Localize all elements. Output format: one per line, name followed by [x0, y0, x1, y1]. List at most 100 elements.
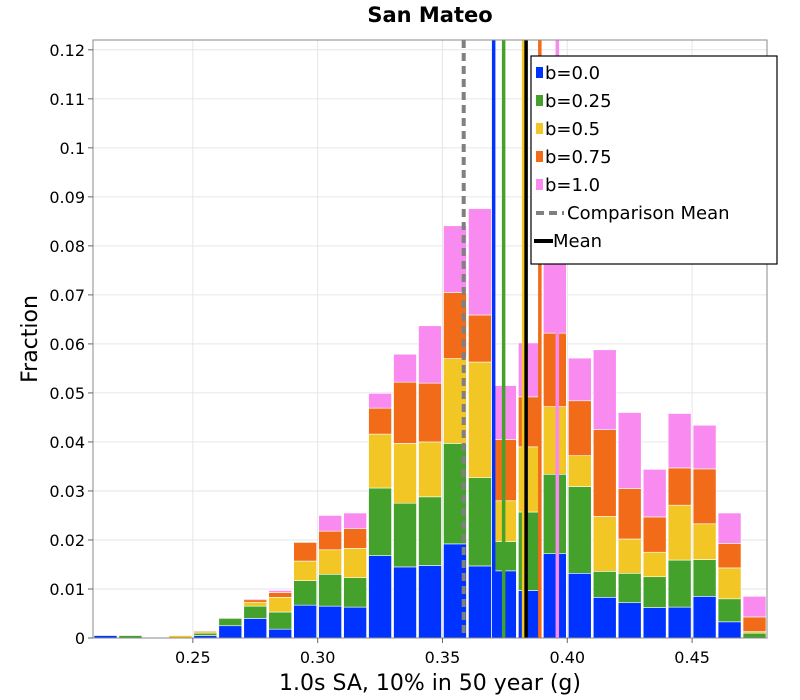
legend-box [530, 55, 778, 265]
bar-b-0-25 [268, 611, 293, 630]
bar-b-0-0 [268, 628, 293, 639]
bar-b-0-5 [268, 597, 293, 613]
bar-b-0-75 [193, 630, 218, 632]
bar-b-1-0 [468, 208, 492, 316]
legend-label-b-0-75: b=0.75 [545, 147, 612, 168]
bar-b-1-0 [518, 342, 542, 398]
bar-b-0-25 [692, 559, 717, 597]
bar-b-0-25 [318, 573, 342, 607]
x-tick-label: 0.25 [175, 648, 211, 667]
bar-b-0-5 [617, 538, 642, 574]
y-tick-label: 0.02 [49, 531, 85, 550]
x-axis-ticks: 0.25 0.30 0.35 0.40 0.45 [175, 638, 710, 667]
bar-b-0-75 [268, 592, 293, 598]
y-tick-label: 0 [75, 629, 85, 648]
bar-b-0-75 [518, 396, 542, 448]
bar-b-0-25 [468, 477, 492, 567]
bar-b-0-75 [592, 429, 617, 517]
bar-b-1-0 [443, 225, 467, 293]
bar-b-0-75 [243, 599, 268, 603]
bar-b-0-0 [518, 590, 542, 639]
y-tick-label: 0.06 [49, 335, 85, 354]
bar-b-0-5 [592, 516, 617, 572]
bar-b-0-25 [368, 487, 392, 556]
bar-b-0-0 [368, 555, 392, 639]
bar-b-0-5 [393, 443, 417, 504]
bar-b-1-0 [742, 596, 767, 618]
y-axis-title: Fraction [18, 295, 43, 383]
bar-b-1-0 [368, 393, 392, 409]
bar-b-0-0 [642, 607, 667, 639]
bar-b-1-0 [692, 424, 717, 470]
legend-swatch-b-0-0 [536, 67, 543, 78]
y-axis-ticks: 0 0.01 0.02 0.03 0.04 0.05 0.06 0.07 0.08 0.09 0.1… [49, 41, 93, 648]
bar-b-0-25 [418, 496, 442, 566]
bar-b-0-75 [717, 543, 742, 569]
bar-b-0-0 [293, 604, 317, 639]
bar-b-0-25 [717, 598, 742, 623]
legend-swatch-b-0-75 [536, 151, 543, 162]
y-tick-label: 0.03 [49, 482, 85, 501]
bar-b-0-75 [692, 468, 717, 525]
bar-b-0-25 [617, 572, 642, 604]
bar-b-1-0 [617, 412, 642, 489]
bar-b-0-5 [642, 551, 667, 578]
bar-b-0-25 [218, 618, 243, 627]
bar-b-0-25 [667, 559, 692, 608]
bar-b-0-25 [543, 473, 567, 554]
bar-b-0-0 [592, 597, 617, 639]
bar-b-0-5 [543, 406, 567, 475]
x-tick-label: 0.35 [425, 648, 461, 667]
bar-b-0-75 [368, 407, 392, 435]
x-tick-label: 0.45 [674, 648, 710, 667]
bar-b-0-25 [193, 632, 218, 636]
bar-b-1-0 [567, 357, 592, 402]
y-tick-label: 0.04 [49, 433, 85, 452]
bar-b-0-5 [343, 547, 367, 579]
bar-b-0-5 [692, 523, 717, 560]
legend-label-b-0-5: b=0.5 [545, 119, 600, 140]
chart-title: San Mateo [367, 3, 492, 27]
bar-b-0-75 [393, 381, 417, 444]
y-tick-label: 0.12 [49, 41, 85, 60]
bar-b-0-25 [567, 486, 592, 574]
bar-b-0-5 [567, 455, 592, 487]
bar-b-0-5 [518, 446, 542, 513]
legend-swatch-b-0-25 [536, 95, 543, 106]
bar-b-0-0 [243, 618, 268, 639]
bar-b-0-75 [617, 488, 642, 540]
plot-frame [92, 39, 768, 639]
bar-b-1-0 [343, 512, 367, 529]
bar-b-0-5 [318, 549, 342, 575]
bar-b-1-0 [717, 512, 742, 544]
bar-b-0-75 [642, 516, 667, 553]
x-tick-label: 0.40 [549, 648, 585, 667]
bar-b-1-0 [418, 325, 442, 384]
bar-b-0-5 [368, 433, 392, 489]
bar-b-0-0 [717, 621, 742, 639]
bar-b-0-0 [318, 605, 342, 639]
bar-b-0-0 [667, 606, 692, 639]
bar-b-1-0 [318, 515, 342, 532]
bar-b-1-0 [243, 598, 268, 601]
legend: b=0.0 b=0.25 b=0.5 b=0.75 b=1.0 Comparison Me… [530, 55, 778, 265]
bar-b-0-0 [218, 625, 243, 639]
legend-label-b-0-25: b=0.25 [545, 91, 612, 112]
bar-b-0-75 [543, 332, 567, 407]
legend-label-b-0-0: b=0.0 [545, 63, 600, 84]
bar-b-0-75 [468, 314, 492, 363]
y-tick-label: 0.08 [49, 237, 85, 256]
legend-label-comparison-mean: Comparison Mean [567, 203, 730, 224]
bar-b-0-5 [243, 601, 268, 607]
bar-b-0-0 [617, 602, 642, 639]
bar-b-1-0 [667, 413, 692, 469]
bar-b-1-0 [268, 590, 293, 593]
bar-b-0-0 [418, 565, 442, 639]
legend-swatch-b-0-5 [536, 123, 543, 134]
bar-b-0-75 [742, 616, 767, 632]
bar-b-0-25 [243, 605, 268, 619]
bar-b-0-0 [692, 596, 717, 639]
y-tick-label: 0.09 [49, 188, 85, 207]
bar-b-0-75 [293, 542, 317, 562]
